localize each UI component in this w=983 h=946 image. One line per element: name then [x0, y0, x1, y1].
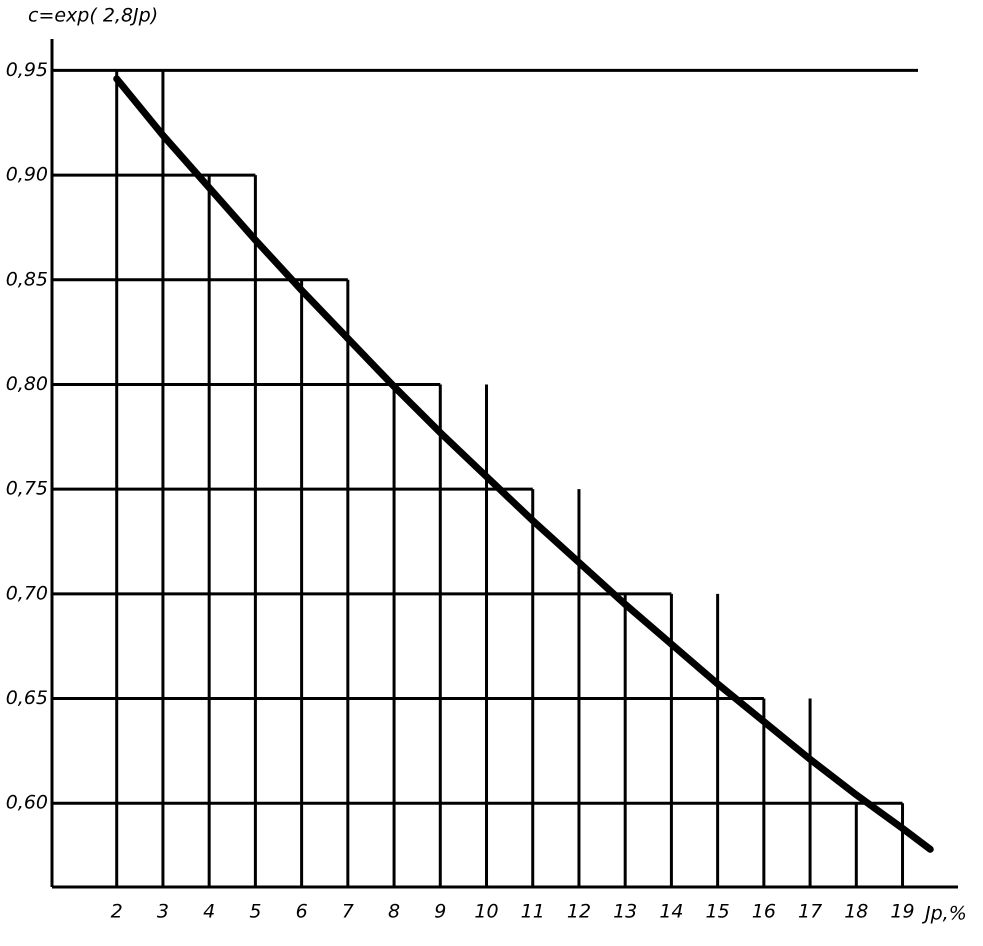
x-tick-label: 17	[798, 901, 822, 923]
x-tick-label: 5	[249, 901, 261, 923]
x-tick-label: 7	[342, 901, 354, 923]
y-tick-label: 0,75	[6, 478, 48, 500]
x-tick-label: 13	[613, 901, 637, 923]
x-tick-label: 9	[434, 901, 446, 923]
x-tick-label: 4	[203, 901, 215, 923]
y-tick-label: 0,65	[6, 687, 48, 709]
y-tick-label: 0,85	[6, 268, 48, 290]
x-axis-label: Jp,%	[921, 903, 967, 925]
x-tick-label: 2	[111, 901, 123, 923]
x-tick-label: 15	[706, 901, 730, 923]
x-tick-label: 14	[659, 901, 683, 923]
data-line	[113, 75, 934, 853]
y-tick-label: 0,95	[6, 59, 48, 81]
x-tick-label: 18	[844, 901, 868, 923]
x-tick-label: 11	[521, 901, 545, 923]
chart-title: c=exp( 2,8Jp)	[28, 5, 158, 27]
x-tick-label: 16	[752, 901, 776, 923]
x-tick-label: 19	[890, 901, 914, 923]
y-tick-label: 0,70	[6, 582, 48, 604]
y-tick-label: 0,90	[6, 164, 48, 186]
x-tick-label: 3	[157, 901, 169, 923]
y-tick-label: 0,80	[6, 373, 48, 395]
x-tick-label: 10	[474, 901, 498, 923]
x-tick-label: 8	[388, 901, 400, 923]
x-tick-label: 6	[296, 901, 308, 923]
x-tick-label: 12	[567, 901, 591, 923]
y-tick-label: 0,60	[6, 792, 48, 814]
